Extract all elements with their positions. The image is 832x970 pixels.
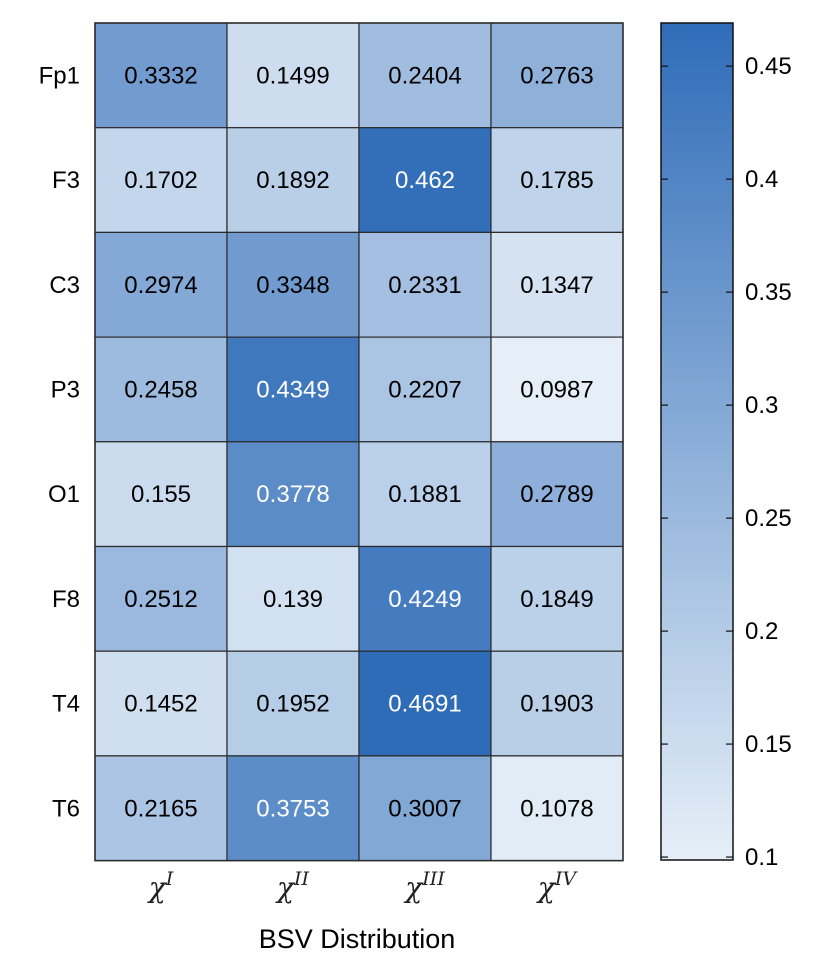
cell-value-label: 0.139 <box>263 586 323 613</box>
cell-value-label: 0.1702 <box>124 167 197 194</box>
row-label: Fp1 <box>39 62 80 89</box>
colorbar-tick-label: 0.25 <box>745 505 792 532</box>
heatmap-cell <box>358 336 492 443</box>
cell-value-label: 0.2512 <box>124 586 197 613</box>
heatmap-cell <box>226 545 360 652</box>
cell-value-label: 0.3753 <box>256 795 329 822</box>
cell-value-label: 0.1849 <box>520 586 593 613</box>
colorbar-gradient <box>660 22 734 861</box>
cell-value-label: 0.3007 <box>388 795 461 822</box>
cell-value-label: 0.462 <box>395 167 455 194</box>
colorbar-tick-label: 0.3 <box>745 392 778 419</box>
row-label: O1 <box>48 481 80 508</box>
heatmap-cell <box>226 231 360 338</box>
heatmap-cell <box>226 441 360 548</box>
column-label-superscript: II <box>293 868 310 890</box>
cell-value-label: 0.2974 <box>124 272 197 299</box>
cell-value-label: 0.4249 <box>388 586 461 613</box>
colorbar-tick-label: 0.45 <box>745 53 792 80</box>
column-labels: χI χII χIII χIV <box>147 868 579 904</box>
cell-value-label: 0.1892 <box>256 167 329 194</box>
heatmap-cell <box>490 231 624 338</box>
row-label: P3 <box>51 376 80 403</box>
cell-value-label: 0.2763 <box>520 62 593 89</box>
cell-value-label: 0.2207 <box>388 376 461 403</box>
heatmap-cell <box>490 650 624 757</box>
cell-value-label: 0.1881 <box>388 481 461 508</box>
heatmap-cell <box>490 336 624 443</box>
column-label-base: χ <box>147 871 168 904</box>
colorbar-tick-label: 0.2 <box>745 618 778 645</box>
heatmap-cell <box>94 755 228 862</box>
heatmap-cell <box>94 22 228 129</box>
heatmap-cell <box>490 441 624 548</box>
cell-value-label: 0.3778 <box>256 481 329 508</box>
cell-value-label: 0.2331 <box>388 272 461 299</box>
cell-value-label: 0.1499 <box>256 62 329 89</box>
heatmap-cell <box>358 441 492 548</box>
heatmap-cell <box>358 755 492 862</box>
colorbar-tick-label: 0.1 <box>745 844 778 871</box>
column-label-base: χ <box>403 871 424 904</box>
cell-value-label: 0.1452 <box>124 691 197 718</box>
row-label: T4 <box>52 691 80 718</box>
heatmap-cell <box>490 22 624 129</box>
column-label-superscript: III <box>421 868 445 890</box>
cell-value-label: 0.1785 <box>520 167 593 194</box>
column-label: χII <box>275 868 309 904</box>
heatmap-cells: 0.3332 0.1499 0.2404 0.2763 0.1702 0.1892 0.46… <box>94 22 624 862</box>
colorbar-tick-label: 0.15 <box>745 731 792 758</box>
column-label-base: χ <box>275 871 296 904</box>
heatmap-cell <box>358 545 492 652</box>
column-label: χI <box>147 868 174 904</box>
colorbar: 0.1 0.15 0.2 0.25 0.3 0.35 0.4 0.45 <box>660 22 792 871</box>
row-label: F8 <box>52 586 80 613</box>
heatmap-cell <box>94 127 228 233</box>
row-label: T6 <box>52 795 80 822</box>
column-label-superscript: I <box>165 868 174 890</box>
heatmap-cell <box>226 127 360 233</box>
column-label: χIV <box>536 868 578 904</box>
cell-value-label: 0.2458 <box>124 376 197 403</box>
colorbar-tick-label: 0.35 <box>745 279 792 306</box>
row-labels: Fp1 F3 C3 P3 O1 F8 T4 T6 <box>39 62 80 822</box>
cell-value-label: 0.2165 <box>124 795 197 822</box>
column-label: χIII <box>403 868 445 904</box>
colorbar-tick-label: 0.4 <box>745 166 778 193</box>
heatmap-cell <box>490 127 624 233</box>
row-label: F3 <box>52 167 80 194</box>
cell-value-label: 0.1078 <box>520 795 593 822</box>
heatmap-cell <box>358 650 492 757</box>
x-axis-label: BSV Distribution <box>259 924 456 954</box>
cell-value-label: 0.4691 <box>388 691 461 718</box>
heatmap-cell <box>94 650 228 757</box>
cell-value-label: 0.1952 <box>256 691 329 718</box>
heatmap-cell <box>94 441 228 548</box>
cell-value-label: 0.3348 <box>256 272 329 299</box>
heatmap-cell <box>226 22 360 129</box>
column-label-superscript: IV <box>554 868 579 890</box>
cell-value-label: 0.2404 <box>388 62 461 89</box>
heatmap-cell <box>94 336 228 443</box>
cell-value-label: 0.155 <box>131 481 191 508</box>
cell-value-label: 0.3332 <box>124 62 197 89</box>
column-label-base: χ <box>536 871 557 904</box>
cell-value-label: 0.1903 <box>520 691 593 718</box>
heatmap-cell <box>226 336 360 443</box>
cell-value-label: 0.4349 <box>256 376 329 403</box>
cell-value-label: 0.2789 <box>520 481 593 508</box>
heatmap-cell <box>94 545 228 652</box>
cell-value-label: 0.0987 <box>520 376 593 403</box>
cell-value-label: 0.1347 <box>520 272 593 299</box>
row-label: C3 <box>49 272 80 299</box>
heatmap-border <box>94 22 624 862</box>
